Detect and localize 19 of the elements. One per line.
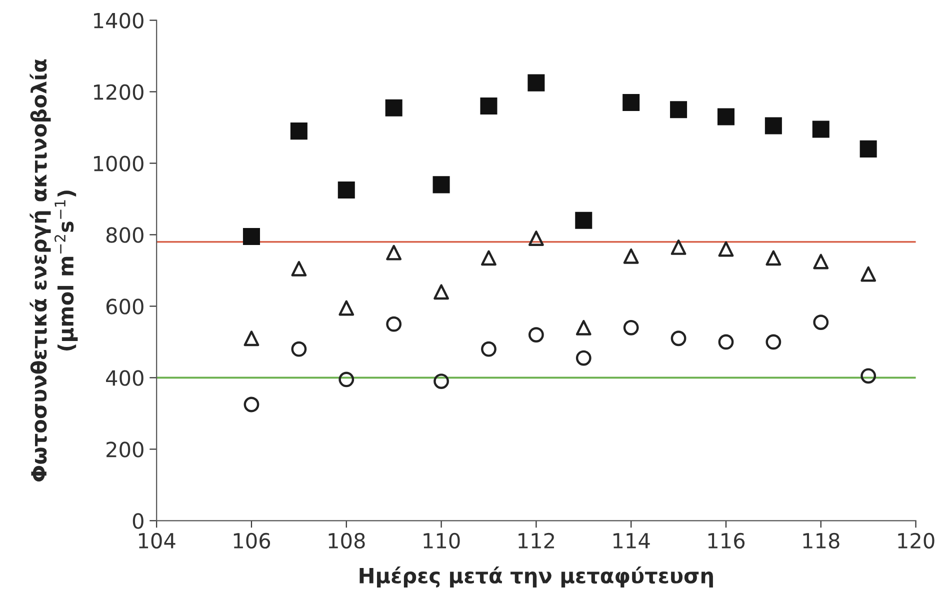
y-tick-label: 1400 bbox=[94, 12, 144, 28]
x-tick-label: 106 bbox=[234, 532, 270, 549]
x-tick-label: 114 bbox=[613, 533, 650, 548]
y-tick-label: 0 bbox=[132, 513, 144, 529]
x-tick-label: 118 bbox=[803, 532, 840, 549]
y-tick-label: 1200 bbox=[94, 84, 144, 100]
x-tick-label: 116 bbox=[708, 532, 745, 549]
y-axis-title: Φωτοσυνθετικά ενεργή ακτινοβολία (μmol m$^{−2}$s$^{−1}$) bbox=[30, 59, 78, 482]
y-tick-label: 400 bbox=[106, 370, 144, 386]
y-tick-label: 600 bbox=[106, 298, 144, 314]
x-tick-label: 110 bbox=[424, 532, 460, 549]
y-tick-label: 200 bbox=[106, 442, 144, 458]
y-tick-label: 800 bbox=[106, 227, 144, 243]
y-tick-label: 1000 bbox=[94, 156, 144, 172]
x-tick-label: 120 bbox=[898, 532, 934, 549]
x-tick-label: 112 bbox=[518, 532, 554, 548]
x-axis-title: Ημέρες μετά την μεταφύτευση bbox=[360, 566, 713, 588]
x-tick-label: 108 bbox=[328, 532, 365, 549]
x-tick-label: 104 bbox=[138, 532, 176, 549]
